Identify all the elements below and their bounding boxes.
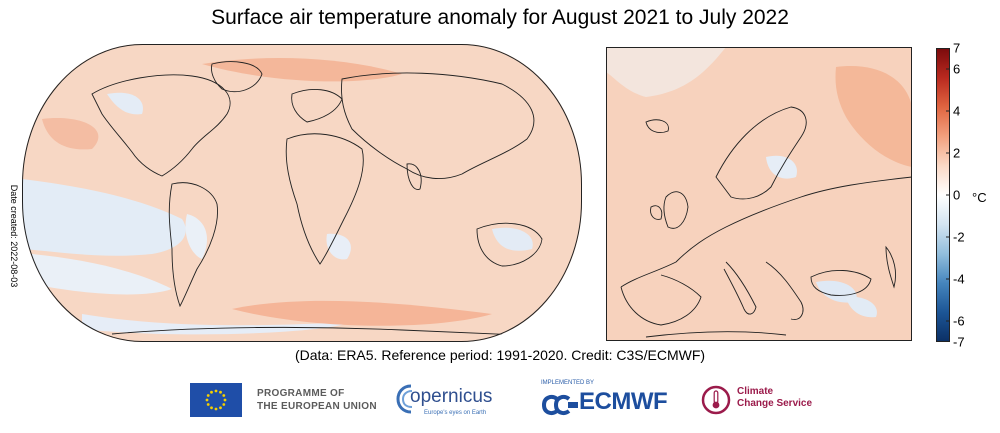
copernicus-c-icon [396, 384, 413, 414]
world-cool-southamerica [185, 214, 207, 259]
chart-title: Surface air temperature anomaly for Augu… [211, 6, 789, 29]
coast-continent [620, 176, 912, 288]
coast-britain [663, 191, 689, 229]
copernicus-tagline: Europe's eyes on Earth [424, 410, 487, 416]
europe-map-frame [606, 47, 912, 341]
eu-line-2: THE EUROPEAN UNION [257, 401, 377, 412]
c3s-line-1: Climate [737, 386, 774, 397]
coast-iberia [620, 274, 702, 326]
world-cool-africa [326, 233, 351, 260]
colorbar-tick-label: 0 [953, 187, 961, 203]
coast-italy [723, 261, 757, 315]
world-cool-pacific [22, 179, 186, 256]
colorbar [936, 48, 950, 342]
climate-thermometer-icon [701, 385, 731, 415]
world-cool-pacific-2 [32, 254, 172, 295]
coast-asia [341, 72, 535, 180]
colorbar-tick-label: -4 [953, 271, 965, 287]
ecmwf-implemented-label: IMPLEMENTED BY [541, 380, 595, 386]
world-cool-northamerica [107, 92, 143, 115]
colorbar-tick-label: 2 [953, 145, 961, 161]
eu-line-1: PROGRAMME OF [257, 388, 345, 399]
colorbar-tick-label: -7 [953, 334, 965, 350]
coast-caspian [885, 245, 897, 289]
eu-flag-icon [190, 383, 242, 417]
colorbar-tick-label: 4 [953, 103, 961, 119]
world-map-frame [22, 44, 582, 342]
europe-cool-atlantic [606, 47, 726, 97]
copernicus-logo-text: opernicus [410, 386, 493, 407]
coast-australia [476, 222, 543, 267]
coast-africa [285, 133, 364, 265]
europe-warm-east [835, 66, 912, 167]
world-background [22, 44, 582, 342]
colorbar-gradient [936, 48, 950, 342]
eu-stars-icon [205, 389, 227, 411]
c3s-line-2: Change Service [737, 398, 813, 409]
coast-iceland [645, 119, 669, 133]
world-warm-northpacific [42, 118, 99, 150]
europe-map [606, 47, 912, 341]
world-cool-australia [492, 227, 533, 251]
data-credit: (Data: ERA5. Reference period: 1991-2020… [294, 347, 706, 363]
coast-india [406, 163, 422, 190]
world-cool-antarctic [82, 314, 352, 335]
date-created-text: Date created: 2022-08-03 [9, 184, 19, 288]
coast-south-america [168, 182, 218, 308]
coast-ireland [650, 205, 663, 220]
colorbar-tick-label: -2 [953, 229, 965, 245]
coast-europe [291, 88, 343, 123]
coast-north-america [91, 74, 231, 177]
coast-greenland [211, 61, 263, 93]
coast-scandinavia [715, 106, 807, 200]
coast-balkans [765, 261, 804, 320]
ecmwf-logo-text: ECMWF [579, 388, 668, 415]
global-map [22, 44, 582, 342]
world-warm-southern [232, 300, 492, 326]
logo-bar: PROGRAMME OF THE EUROPEAN UNION opernicu… [0, 375, 1000, 425]
world-warm-arctic [202, 58, 402, 82]
colorbar-unit: °C [972, 190, 987, 205]
colorbar-tick-label: 7 [953, 40, 961, 56]
coast-north-africa [645, 331, 787, 338]
c3s-logo-text: Climate Change Service [737, 386, 812, 410]
coast-blacksea [810, 269, 872, 296]
coast-antarctica [111, 326, 543, 337]
colorbar-tick-marks [946, 48, 950, 342]
ecmwf-wave-icon [542, 395, 578, 415]
europe-cool-turkey [846, 296, 877, 318]
colorbar-tick-label: -6 [953, 313, 965, 329]
eu-programme-label: PROGRAMME OF THE EUROPEAN UNION [257, 387, 377, 413]
colorbar-tick-label: 6 [953, 61, 961, 77]
